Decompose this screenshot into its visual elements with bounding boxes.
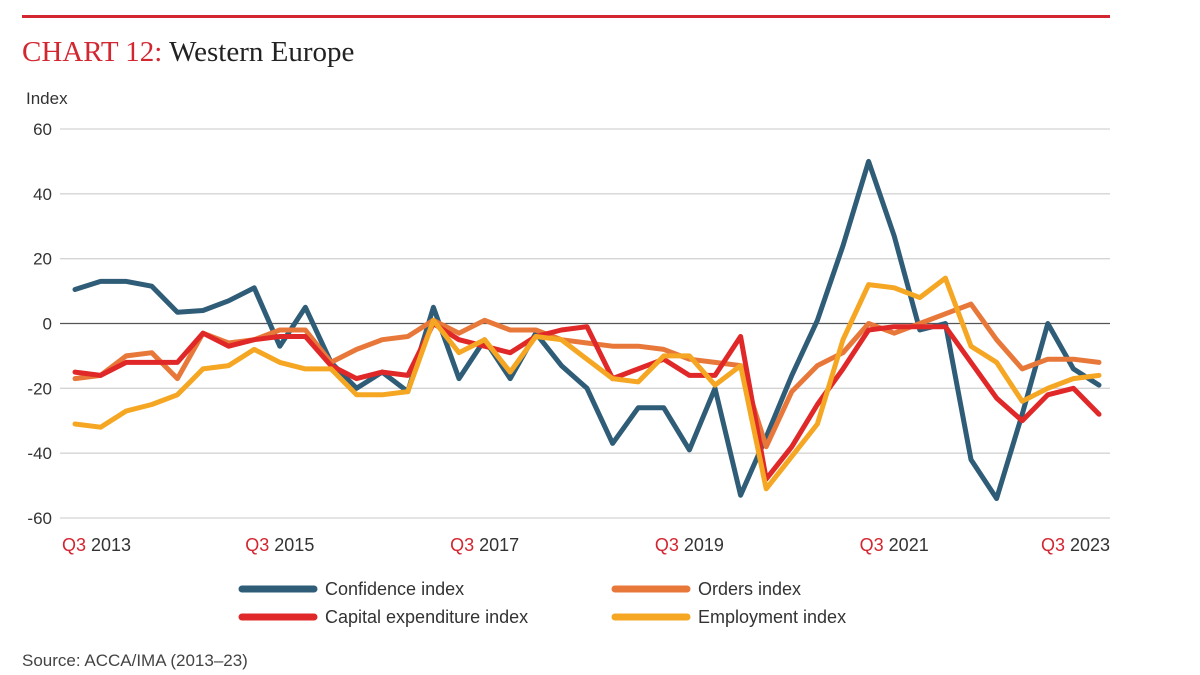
y-axis-label: Index — [26, 89, 68, 108]
x-tick-label: Q3 2023 — [1041, 535, 1110, 555]
series-line-employment-index — [72, 275, 1102, 492]
y-tick-label: -20 — [27, 379, 52, 398]
x-tick-label: Q3 2015 — [245, 535, 314, 555]
x-tick-label: Q3 2013 — [62, 535, 131, 555]
y-tick-label: 40 — [33, 185, 52, 204]
chart-title: CHART 12: Western Europe — [22, 36, 354, 69]
legend-label: Confidence index — [325, 579, 464, 599]
y-tick-label: 0 — [43, 315, 52, 334]
legend-label: Employment index — [698, 607, 846, 627]
series-line-capital-expenditure-index — [72, 321, 1102, 482]
x-tick-label: Q3 2019 — [655, 535, 724, 555]
x-tick-label: Q3 2021 — [860, 535, 929, 555]
y-tick-label: 60 — [33, 120, 52, 139]
chart-number: CHART 12: — [22, 36, 163, 68]
y-tick-label: 20 — [33, 250, 52, 269]
y-tick-label: -60 — [27, 509, 52, 528]
y-tick-label: -40 — [27, 444, 52, 463]
chart-title-text: Western Europe — [169, 36, 355, 68]
legend-label: Orders index — [698, 579, 801, 599]
source-note: Source: ACCA/IMA (2013–23) — [22, 651, 248, 670]
top-rule — [22, 15, 1110, 18]
legend-label: Capital expenditure index — [325, 607, 528, 627]
x-tick-label: Q3 2017 — [450, 535, 519, 555]
